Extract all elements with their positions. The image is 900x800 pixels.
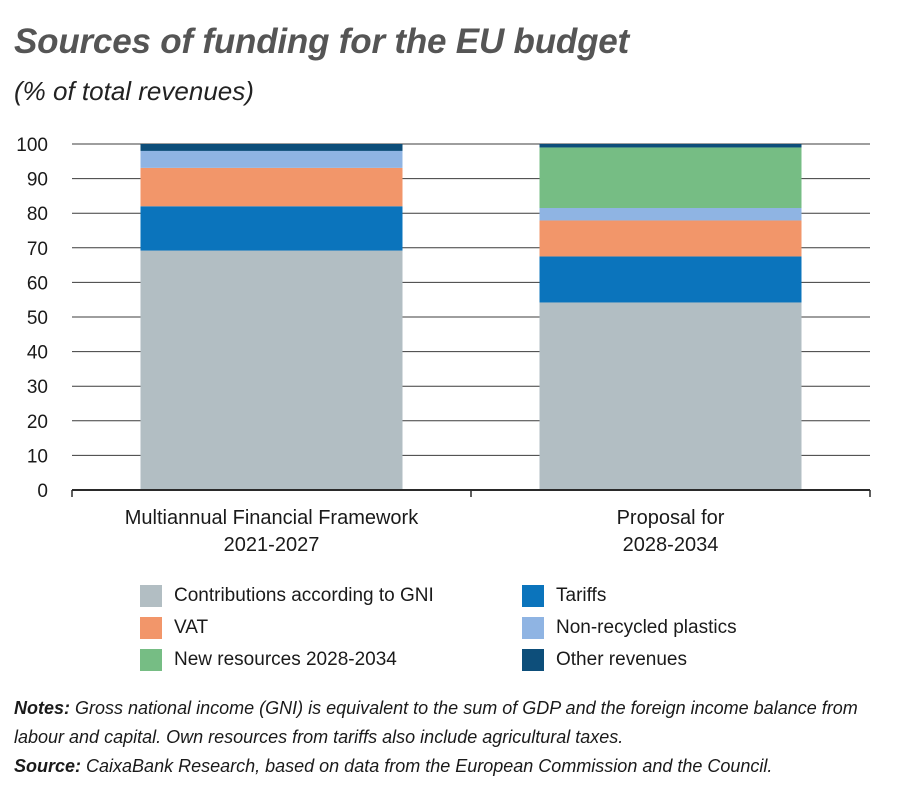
bar-segment-vat bbox=[539, 220, 802, 257]
y-tick-label: 60 bbox=[27, 273, 48, 294]
bar-segment-vat bbox=[140, 167, 403, 207]
bar-segment-contributions-according-to-gni bbox=[140, 250, 403, 490]
legend-label: VAT bbox=[174, 617, 209, 638]
y-tick-label: 100 bbox=[16, 135, 48, 156]
source-text: CaixaBank Research, based on data from t… bbox=[81, 756, 773, 776]
bar-segment-tariffs bbox=[140, 206, 403, 251]
legend-item: New resources 2028-2034 bbox=[140, 648, 522, 672]
y-tick-label: 20 bbox=[27, 412, 48, 433]
stacked-bar-chart: 0 10 20 30 40 50 60 70 80 90 100 Multiannual Financ… bbox=[16, 135, 871, 556]
y-tick-label: 80 bbox=[27, 204, 48, 225]
legend-swatch bbox=[522, 585, 544, 607]
source-paragraph: Source: CaixaBank Research, based on dat… bbox=[14, 752, 890, 781]
bar-segment-new-resources-2028-2034 bbox=[539, 147, 802, 209]
legend-label: Non-recycled plastics bbox=[556, 617, 737, 638]
legend-label: New resources 2028-2034 bbox=[174, 649, 397, 670]
y-tick-label: 30 bbox=[27, 377, 48, 398]
chart-title: Sources of funding for the EU budget bbox=[14, 22, 629, 61]
notes-block: Notes: Gross national income (GNI) is eq… bbox=[14, 694, 890, 781]
x-category-label: 2021-2027 bbox=[224, 534, 320, 556]
notes-label: Notes: bbox=[14, 698, 71, 718]
x-category-label: 2028-2034 bbox=[623, 534, 719, 556]
legend-swatch bbox=[140, 617, 162, 639]
legend-item: Non-recycled plastics bbox=[522, 616, 852, 640]
chart-subtitle: (% of total revenues) bbox=[14, 76, 254, 106]
bar-segment-tariffs bbox=[539, 256, 802, 303]
legend-swatch bbox=[140, 649, 162, 671]
bar-segment-contributions-according-to-gni bbox=[539, 302, 802, 490]
notes-text: Gross national income (GNI) is equivalen… bbox=[14, 698, 858, 747]
legend-label: Contributions according to GNI bbox=[174, 585, 434, 606]
y-tick-label: 90 bbox=[27, 170, 48, 191]
legend-swatch bbox=[140, 585, 162, 607]
source-label: Source: bbox=[14, 756, 82, 776]
legend-item: VAT bbox=[140, 616, 522, 640]
notes-paragraph: Notes: Gross national income (GNI) is eq… bbox=[14, 694, 890, 752]
legend-swatch bbox=[522, 617, 544, 639]
chart-legend: Contributions according to GNI Tariffs VAT… bbox=[140, 584, 860, 672]
legend-item: Other revenues bbox=[522, 648, 852, 672]
bar-segment-other-revenues bbox=[140, 144, 403, 151]
bar-segment-non-recycled-plastics bbox=[140, 150, 403, 168]
legend-label: Other revenues bbox=[556, 649, 687, 670]
x-category-label: Multiannual Financial Framework bbox=[125, 507, 419, 529]
legend-item: Contributions according to GNI bbox=[140, 584, 522, 608]
legend-label: Tariffs bbox=[556, 585, 607, 606]
y-tick-label: 40 bbox=[27, 343, 48, 364]
y-tick-label: 70 bbox=[27, 239, 48, 260]
legend-swatch bbox=[522, 649, 544, 671]
y-tick-label: 10 bbox=[27, 446, 48, 467]
legend-item: Tariffs bbox=[522, 584, 852, 608]
y-tick-label: 0 bbox=[37, 481, 48, 502]
y-tick-label: 50 bbox=[27, 308, 48, 329]
x-category-label: Proposal for bbox=[617, 507, 725, 529]
bar-segment-non-recycled-plastics bbox=[539, 208, 802, 221]
bar-segment-other-revenues bbox=[539, 144, 802, 148]
